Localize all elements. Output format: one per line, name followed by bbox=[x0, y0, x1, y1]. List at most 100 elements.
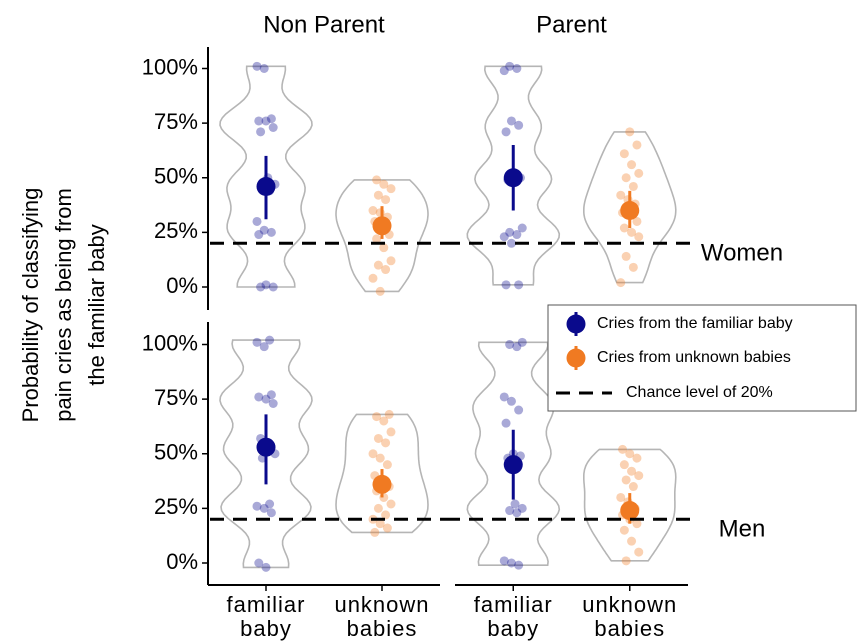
data-point bbox=[616, 492, 626, 502]
violin bbox=[335, 413, 429, 534]
data-point bbox=[381, 265, 391, 275]
data-point bbox=[252, 61, 262, 71]
data-point bbox=[375, 519, 385, 529]
data-point bbox=[259, 64, 269, 73]
data-point bbox=[632, 140, 642, 150]
data-point bbox=[368, 449, 378, 459]
data-point bbox=[621, 556, 631, 566]
data-point bbox=[634, 232, 644, 242]
y-tick-label: 100% bbox=[142, 54, 198, 79]
data-point bbox=[634, 547, 644, 557]
data-point bbox=[628, 482, 638, 492]
data-point bbox=[373, 503, 383, 513]
data-point bbox=[621, 251, 631, 261]
data-point bbox=[501, 418, 511, 428]
data-point bbox=[259, 342, 269, 352]
x-tick-label: unknown bbox=[582, 592, 677, 617]
data-point bbox=[256, 127, 266, 137]
data-point bbox=[259, 503, 269, 513]
data-point bbox=[384, 409, 394, 419]
y-tick-label: 0% bbox=[166, 273, 198, 298]
data-point bbox=[266, 227, 276, 237]
data-point bbox=[499, 392, 509, 402]
data-point bbox=[505, 227, 515, 237]
mean-point bbox=[503, 168, 523, 188]
data-point bbox=[506, 558, 516, 568]
y-axis-label: the familiar baby bbox=[84, 224, 109, 385]
data-point bbox=[512, 230, 522, 240]
data-point bbox=[261, 116, 271, 126]
y-tick-label: 0% bbox=[166, 549, 198, 574]
data-point bbox=[505, 61, 515, 71]
data-point bbox=[372, 234, 382, 244]
violin bbox=[583, 131, 677, 284]
mean-point bbox=[620, 201, 640, 221]
x-tick-label: babies bbox=[347, 616, 418, 641]
data-point bbox=[373, 433, 383, 443]
column-label: Parent bbox=[536, 11, 607, 38]
mean-point bbox=[372, 474, 392, 494]
legend-key bbox=[566, 348, 586, 368]
data-point bbox=[616, 190, 626, 200]
mean-point bbox=[620, 501, 640, 521]
x-tick-label: baby bbox=[240, 616, 292, 641]
data-point bbox=[386, 184, 396, 194]
data-point bbox=[375, 286, 385, 296]
data-point bbox=[381, 510, 391, 520]
data-point bbox=[379, 416, 389, 426]
y-tick-label: 75% bbox=[154, 109, 198, 134]
x-tick-label: familiar bbox=[474, 592, 553, 617]
data-point bbox=[268, 398, 278, 408]
data-point bbox=[256, 282, 266, 292]
data-point bbox=[375, 453, 385, 463]
legend-label: Cries from unknown babies bbox=[597, 349, 791, 366]
data-point bbox=[268, 122, 278, 132]
data-point bbox=[379, 179, 389, 189]
data-point bbox=[373, 260, 383, 270]
data-point bbox=[506, 238, 516, 248]
y-tick-label: 25% bbox=[154, 218, 198, 243]
x-tick-label: unknown bbox=[334, 592, 429, 617]
x-tick-label: baby bbox=[487, 616, 539, 641]
data-point bbox=[506, 396, 516, 406]
data-point bbox=[368, 273, 378, 283]
data-point bbox=[252, 501, 262, 511]
data-point bbox=[627, 227, 637, 237]
data-point bbox=[517, 337, 527, 347]
data-point bbox=[265, 499, 275, 509]
data-point bbox=[517, 223, 527, 233]
data-point bbox=[499, 66, 509, 76]
data-point bbox=[499, 556, 509, 566]
data-point bbox=[506, 116, 516, 126]
data-point bbox=[265, 335, 275, 345]
data-point bbox=[381, 438, 391, 448]
data-point bbox=[386, 256, 396, 266]
data-point bbox=[261, 394, 271, 404]
data-point bbox=[252, 216, 262, 226]
data-point bbox=[628, 181, 638, 191]
data-point bbox=[254, 558, 264, 568]
data-point bbox=[379, 243, 389, 253]
data-point bbox=[254, 392, 264, 402]
data-point bbox=[514, 560, 524, 570]
violin bbox=[583, 448, 677, 562]
data-point bbox=[382, 523, 392, 533]
row-label: Women bbox=[701, 240, 783, 267]
data-point bbox=[372, 412, 382, 422]
mean-point bbox=[256, 437, 276, 457]
violin bbox=[219, 339, 313, 569]
data-point bbox=[628, 262, 638, 272]
data-point bbox=[499, 232, 509, 242]
data-point bbox=[627, 466, 637, 476]
data-point bbox=[632, 216, 642, 226]
data-point bbox=[368, 206, 378, 216]
violin bbox=[466, 65, 561, 286]
data-point bbox=[268, 282, 278, 292]
y-axis-label: Probability of classifying bbox=[18, 188, 43, 423]
data-point bbox=[514, 405, 524, 415]
y-axis-label: pain cries as being from bbox=[51, 188, 76, 422]
x-tick-label: familiar bbox=[227, 592, 306, 617]
data-point bbox=[501, 127, 511, 137]
data-point bbox=[505, 506, 515, 516]
mean-point bbox=[256, 176, 276, 196]
